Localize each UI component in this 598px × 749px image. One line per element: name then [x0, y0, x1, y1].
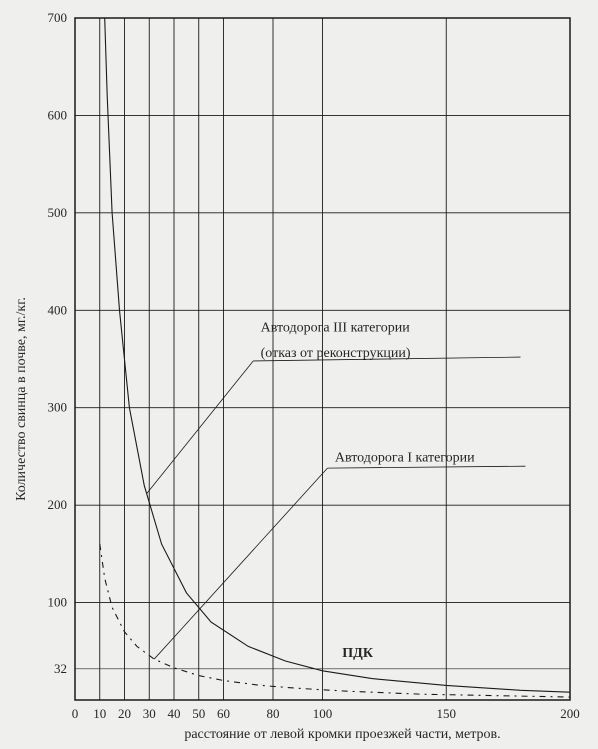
leader-road-iii — [147, 361, 253, 494]
chart-container: { "background_color": "#efefee", "plot":… — [0, 0, 598, 749]
y-tick: 400 — [48, 302, 68, 317]
x-tick: 20 — [118, 706, 131, 721]
y-tick: 300 — [48, 400, 68, 415]
y-tick: 600 — [48, 107, 68, 122]
x-tick: 0 — [72, 706, 79, 721]
x-axis-label: расстояние от левой кромки проезжей част… — [184, 727, 500, 742]
chart-svg: 0 10 20 30 40 50 60 80 100 150 200 32 100 200 300 400 50… — [0, 0, 598, 749]
y-tick: 100 — [48, 595, 68, 610]
annot-pdk: ПДК — [342, 646, 374, 661]
y-tick: 700 — [48, 10, 68, 25]
x-tick: 50 — [192, 706, 205, 721]
leader-road-i — [154, 468, 327, 659]
x-tick: 10 — [93, 706, 106, 721]
annot-road-i: Автодорога I категории — [335, 450, 475, 465]
annot-road-iii-1: Автодорога III категории — [261, 321, 411, 336]
x-tick: 30 — [143, 706, 156, 721]
y-tick: 500 — [48, 205, 68, 220]
y-tick: 32 — [54, 661, 67, 676]
x-tick: 80 — [267, 706, 280, 721]
leader-road-i-h — [327, 466, 525, 468]
y-axis-label: Количество свинца в почве, мг./кг. — [14, 297, 29, 501]
x-tick: 40 — [168, 706, 181, 721]
x-tick: 150 — [437, 706, 457, 721]
x-tick: 100 — [313, 706, 333, 721]
x-tick: 200 — [560, 706, 580, 721]
y-tick: 200 — [48, 497, 68, 512]
curve-road-i — [100, 544, 570, 697]
x-tick: 60 — [217, 706, 230, 721]
